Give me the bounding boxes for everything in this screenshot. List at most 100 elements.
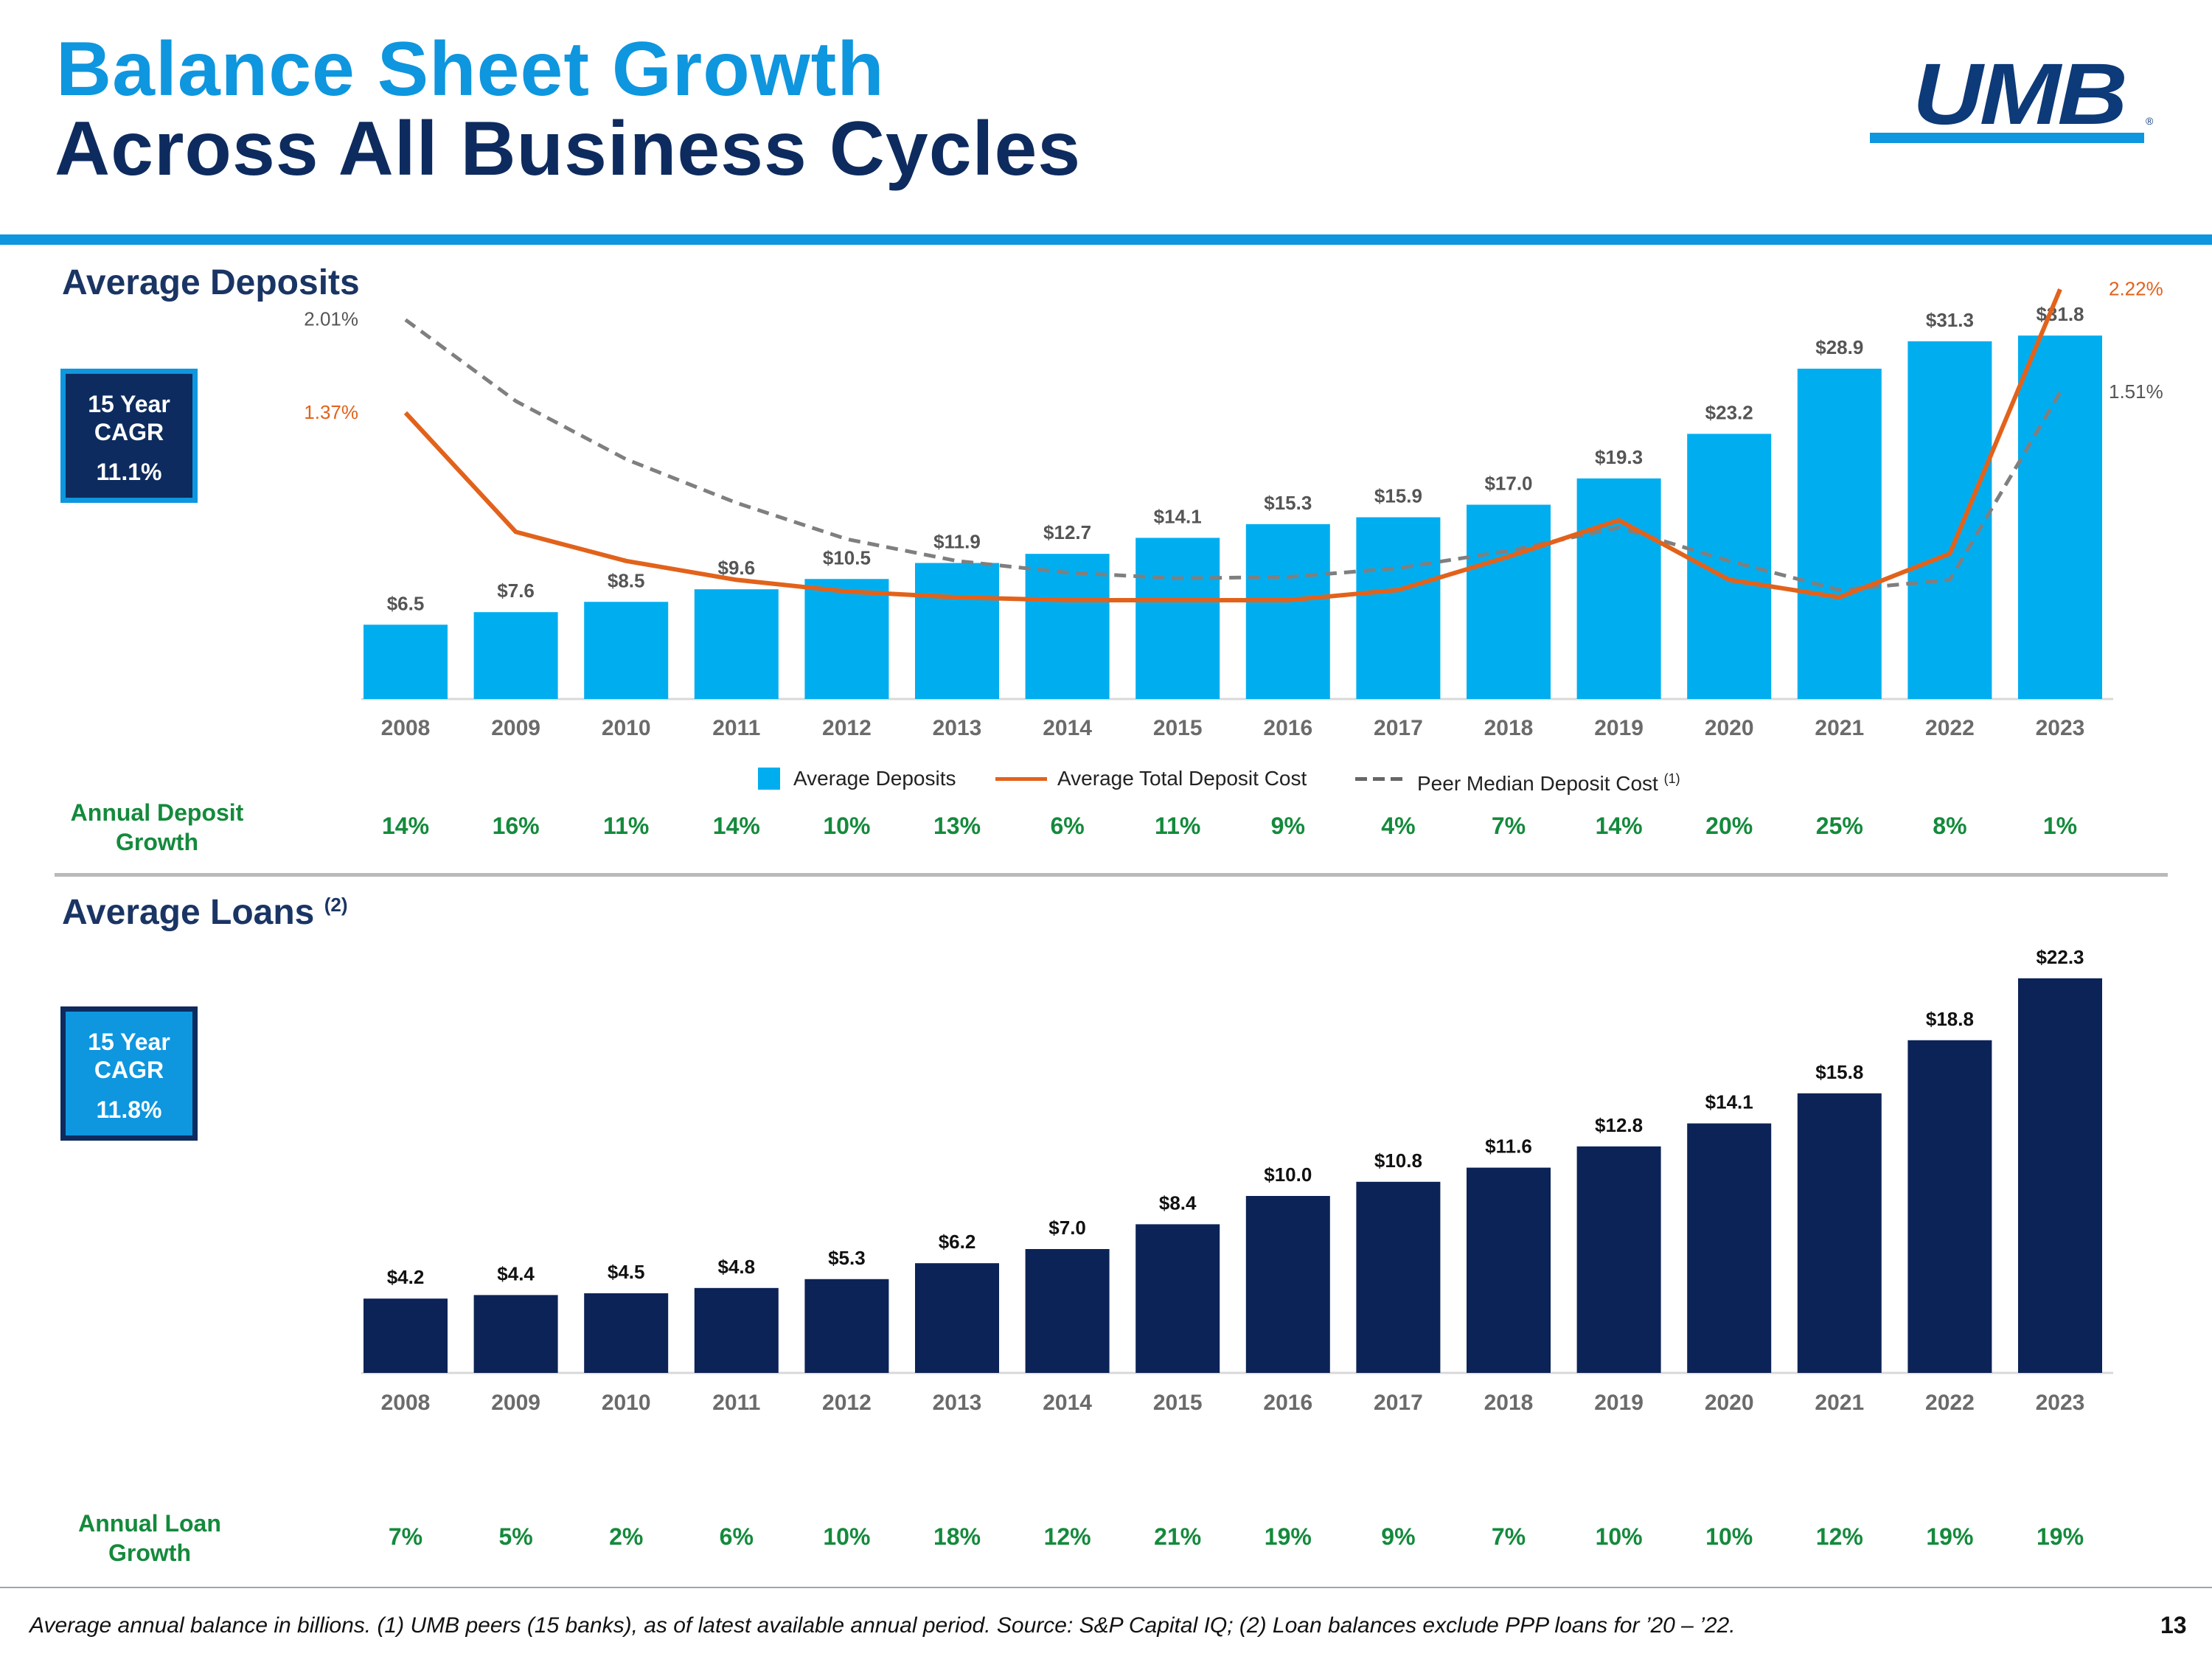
deposit-bar-label: $7.6 [497, 580, 535, 602]
deposit-bar [1135, 538, 1220, 699]
deposit-bar [1356, 517, 1441, 699]
deposit-bar-label: $31.3 [1926, 309, 1974, 331]
loan-growth-value: 10% [1595, 1523, 1643, 1550]
legend-line-peer [1355, 777, 1407, 781]
loan-bar-label: $8.4 [1159, 1192, 1197, 1214]
peer-cost-line [404, 318, 2062, 592]
logo-registered-mark: ® [2146, 115, 2154, 127]
loan-bar [804, 1279, 889, 1373]
deposit-bar [1797, 369, 1882, 699]
loans-chart: $4.2 2008 $4.4 2009 $4.5 2010 $4.8 2011 $5.3 2012… [361, 946, 2113, 1415]
deposit-growth-value: 4% [1381, 813, 1416, 839]
deposit-bar [1467, 504, 1551, 699]
title-line-1: Balance Sheet Growth [56, 27, 885, 112]
loan-growth-value: 9% [1381, 1523, 1416, 1550]
loan-bar-label: $15.8 [1815, 1061, 1863, 1083]
deposit-growth-value: 25% [1815, 813, 1863, 839]
deposit-bar-label: $15.9 [1374, 485, 1422, 507]
loan-bar-label: $14.1 [1705, 1091, 1753, 1113]
deposit-growth-value: 14% [1595, 813, 1643, 839]
loan-bar-label: $5.3 [828, 1247, 866, 1269]
page-number: 13 [2160, 1612, 2187, 1638]
deposit-growth-value: 14% [381, 813, 430, 839]
deposit-tick-label: 2020 [1705, 716, 1754, 740]
loan-tick-label: 2019 [1594, 1391, 1644, 1415]
peer-cost-start-label: 2.01% [304, 308, 358, 330]
loans-cagr-line2: CAGR [94, 1057, 164, 1083]
deposits-section-title: Average Deposits [62, 263, 360, 302]
deposit-growth-value: 16% [492, 813, 540, 839]
section-divider [55, 873, 2168, 877]
loan-bar-label: $22.3 [2036, 946, 2084, 968]
deposit-growth-label-line2: Growth [116, 829, 198, 855]
loan-tick-label: 2020 [1705, 1391, 1754, 1415]
deposit-cost-line [403, 288, 2062, 602]
deposit-bar-label: $23.2 [1705, 401, 1753, 423]
deposit-bar [804, 579, 889, 699]
loans-section-title: Average Loans (2) [62, 892, 347, 933]
loan-bar-label: $4.2 [387, 1266, 425, 1288]
deposit-bar-label: $9.6 [717, 557, 755, 579]
loans-cagr-box: 15 Year CAGR 11.8% [60, 1006, 198, 1141]
deposit-growth-value: 7% [1491, 813, 1526, 839]
loan-bar [364, 1298, 448, 1373]
loan-tick-label: 2009 [491, 1391, 540, 1415]
deposit-bar-label: $28.9 [1815, 336, 1863, 358]
loan-bar-label: $4.8 [717, 1256, 755, 1278]
legend-peer-note: (1) [1663, 771, 1680, 786]
deposit-growth-value: 11% [603, 813, 650, 839]
loan-growth-value: 18% [933, 1523, 981, 1550]
footnote: Average annual balance in billions. (1) … [29, 1613, 1736, 1638]
deposit-growth-label: Annual Deposit Growth [46, 798, 268, 857]
loan-bar-label: $10.8 [1374, 1150, 1422, 1172]
loan-tick-label: 2018 [1484, 1391, 1534, 1415]
deposits-chart: $6.5 2008 $7.6 2009 $8.5 2010 $9.6 2011 $10.5 201… [304, 277, 2163, 740]
deposit-bar [473, 612, 558, 699]
deposit-tick-label: 2014 [1043, 716, 1092, 740]
deposit-growth-value: 10% [823, 813, 871, 839]
loan-tick-label: 2010 [602, 1391, 651, 1415]
loan-bar-label: $12.8 [1595, 1114, 1643, 1136]
deposit-bar [2018, 335, 2102, 699]
loan-tick-label: 2021 [1815, 1391, 1864, 1415]
loan-tick-label: 2023 [2036, 1391, 2085, 1415]
loan-growth-value: 12% [1815, 1523, 1863, 1550]
loan-bar-label: $6.2 [939, 1231, 976, 1253]
deposit-growth-value: 11% [1155, 813, 1201, 839]
loan-bar-label: $7.0 [1048, 1217, 1086, 1239]
deposit-bar-label: $8.5 [608, 569, 645, 591]
loan-tick-label: 2022 [1925, 1391, 1975, 1415]
deposit-tick-label: 2016 [1263, 716, 1312, 740]
loan-bar [915, 1263, 999, 1373]
loan-bar [1687, 1123, 1772, 1373]
deposit-bar [1245, 524, 1330, 699]
loan-bar-label: $4.4 [497, 1262, 535, 1284]
loans-title-note: (2) [324, 894, 348, 916]
deposit-tick-label: 2009 [491, 716, 540, 740]
loans-cagr-value: 11.8% [96, 1096, 162, 1123]
deposit-tick-label: 2010 [602, 716, 651, 740]
loan-growth-value: 10% [1705, 1523, 1753, 1550]
deposits-cagr-line1: 15 Year [88, 391, 170, 417]
legend-item-peer: Peer Median Deposit Cost (1) [1355, 764, 1709, 799]
deposit-tick-label: 2023 [2036, 716, 2085, 740]
deposit-bar [1025, 554, 1110, 699]
deposit-bar [694, 589, 779, 699]
deposit-tick-label: 2017 [1374, 716, 1423, 740]
deposit-bar-label: $14.1 [1154, 505, 1202, 527]
legend-swatch-deposits [758, 768, 780, 790]
loans-title-text: Average Loans [62, 893, 315, 932]
loan-tick-label: 2013 [933, 1391, 982, 1415]
legend-label-peer: Peer Median Deposit Cost [1417, 772, 1658, 796]
deposit-bar [1576, 478, 1661, 699]
deposit-bar-label: $11.9 [933, 531, 981, 553]
deposit-bar [1907, 341, 1992, 699]
loan-bar [1907, 1040, 1992, 1373]
loan-bar [584, 1293, 669, 1373]
umb-logo: UMB ® [1870, 46, 2154, 143]
loan-growth-value: 7% [388, 1523, 423, 1550]
loan-bar-label: $10.0 [1264, 1164, 1312, 1186]
logo-text: UMB [1912, 46, 2128, 143]
loan-growth-value: 19% [1926, 1523, 1974, 1550]
deposit-cost-start-label: 1.37% [304, 401, 358, 423]
